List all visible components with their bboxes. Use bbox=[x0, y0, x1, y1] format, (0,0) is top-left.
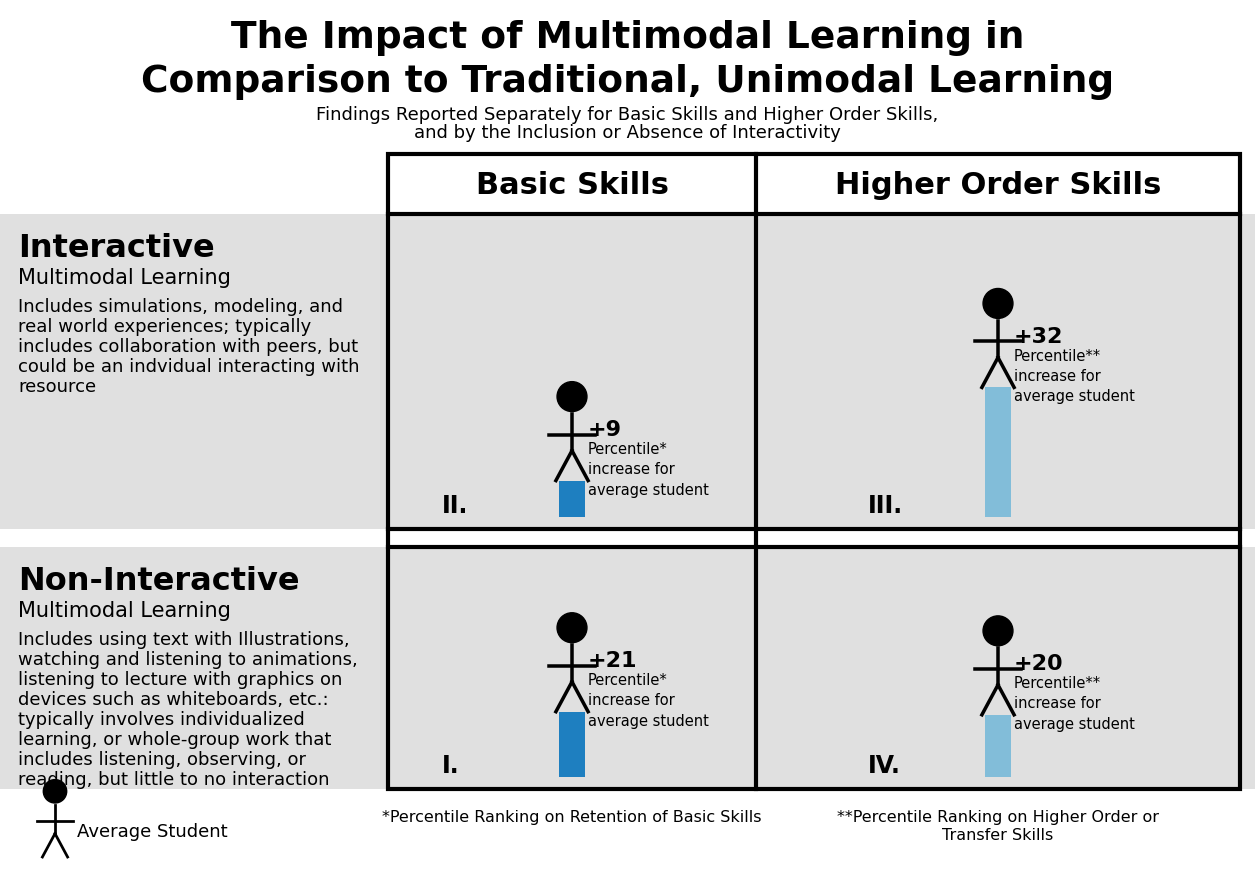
Text: II.: II. bbox=[442, 494, 468, 517]
Bar bbox=[388, 155, 1240, 789]
Text: Multimodal Learning: Multimodal Learning bbox=[18, 601, 231, 620]
Circle shape bbox=[557, 613, 587, 643]
Text: devices such as whiteboards, etc.:: devices such as whiteboards, etc.: bbox=[18, 690, 329, 709]
Text: Interactive: Interactive bbox=[18, 232, 215, 264]
Text: Percentile**
increase for
average student: Percentile** increase for average studen… bbox=[1014, 675, 1135, 731]
Text: *Percentile Ranking on Retention of Basic Skills: *Percentile Ranking on Retention of Basi… bbox=[383, 809, 762, 824]
Text: +20: +20 bbox=[1014, 653, 1064, 674]
Text: I.: I. bbox=[442, 753, 459, 777]
Text: Percentile*
increase for
average student: Percentile* increase for average student bbox=[589, 441, 709, 497]
Text: Findings Reported Separately for Basic Skills and Higher Order Skills,: Findings Reported Separately for Basic S… bbox=[316, 106, 939, 124]
Text: Transfer Skills: Transfer Skills bbox=[943, 827, 1054, 842]
Text: learning, or whole-group work that: learning, or whole-group work that bbox=[18, 731, 331, 748]
Text: Higher Order Skills: Higher Order Skills bbox=[835, 170, 1161, 199]
Bar bbox=[388, 155, 1240, 215]
Text: listening to lecture with graphics on: listening to lecture with graphics on bbox=[18, 670, 343, 688]
Text: includes listening, observing, or: includes listening, observing, or bbox=[18, 750, 306, 768]
Bar bbox=[985, 715, 1012, 777]
Circle shape bbox=[983, 289, 1013, 319]
Text: watching and listening to animations,: watching and listening to animations, bbox=[18, 650, 358, 668]
Text: **Percentile Ranking on Higher Order or: **Percentile Ranking on Higher Order or bbox=[837, 809, 1160, 824]
Text: typically involves individualized: typically involves individualized bbox=[18, 710, 305, 728]
Text: includes collaboration with peers, but: includes collaboration with peers, but bbox=[18, 338, 358, 355]
Text: IV.: IV. bbox=[868, 753, 901, 777]
Text: The Impact of Multimodal Learning in: The Impact of Multimodal Learning in bbox=[231, 20, 1024, 56]
Bar bbox=[558, 481, 585, 517]
Bar bbox=[985, 388, 1012, 517]
Text: Comparison to Traditional, Unimodal Learning: Comparison to Traditional, Unimodal Lear… bbox=[141, 64, 1114, 100]
Text: Percentile**
increase for
average student: Percentile** increase for average studen… bbox=[1014, 348, 1135, 404]
Text: +32: +32 bbox=[1014, 326, 1063, 346]
Bar bbox=[558, 712, 585, 777]
Text: +21: +21 bbox=[589, 650, 638, 670]
Text: could be an indvidual interacting with: could be an indvidual interacting with bbox=[18, 358, 359, 375]
Text: +9: +9 bbox=[589, 419, 622, 439]
Text: resource: resource bbox=[18, 378, 97, 396]
Text: Includes simulations, modeling, and: Includes simulations, modeling, and bbox=[18, 297, 343, 316]
Text: Average Student: Average Student bbox=[77, 822, 227, 840]
Text: Non-Interactive: Non-Interactive bbox=[18, 566, 300, 596]
Bar bbox=[0, 547, 1255, 789]
Text: real world experiences; typically: real world experiences; typically bbox=[18, 317, 311, 336]
Circle shape bbox=[983, 617, 1013, 646]
Bar bbox=[0, 530, 1255, 547]
Text: reading, but little to no interaction: reading, but little to no interaction bbox=[18, 770, 330, 788]
Circle shape bbox=[557, 382, 587, 412]
Text: III.: III. bbox=[868, 494, 904, 517]
Text: Multimodal Learning: Multimodal Learning bbox=[18, 267, 231, 288]
Circle shape bbox=[44, 780, 67, 803]
Bar bbox=[0, 215, 1255, 530]
Text: Percentile*
increase for
average student: Percentile* increase for average student bbox=[589, 672, 709, 728]
Text: and by the Inclusion or Absence of Interactivity: and by the Inclusion or Absence of Inter… bbox=[414, 124, 841, 142]
Text: Includes using text with Illustrations,: Includes using text with Illustrations, bbox=[18, 631, 350, 648]
Text: Basic Skills: Basic Skills bbox=[476, 170, 669, 199]
